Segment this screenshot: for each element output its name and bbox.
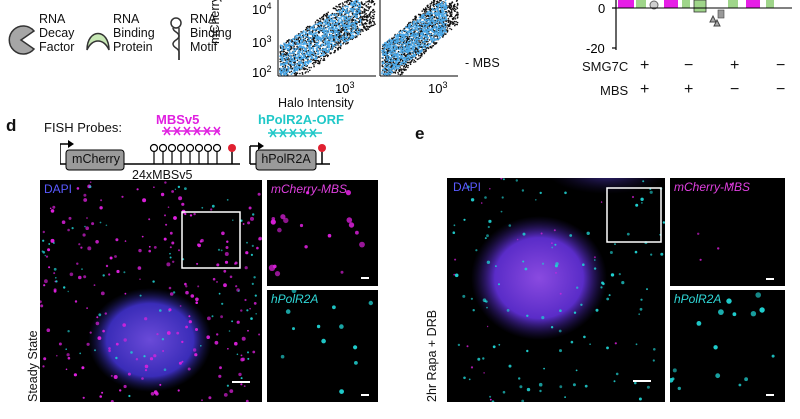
scale-bar-e — [633, 380, 651, 382]
scatter-ylabel: mCherry — [208, 0, 222, 44]
panel-e-side-label: 2hr Rapa + DRB — [425, 309, 439, 402]
gene-mcherry-label: mCherry — [72, 152, 120, 166]
scatter-ytick-1e4: 104 — [252, 1, 271, 17]
point-3 — [717, 9, 725, 19]
scatter-left-plot — [279, 0, 376, 76]
bar-5 — [693, 0, 707, 13]
polya-signal-2 — [318, 144, 326, 152]
bar-2 — [636, 0, 646, 8]
panel-e-inset-top-label: mCherry-MBS — [674, 180, 751, 194]
scatter-condition: - MBS — [465, 56, 500, 70]
panel-e-inset-bottom-label: hPolR2A — [674, 292, 722, 306]
scatter-xtick-left: 103 — [335, 80, 354, 96]
construct-diagram — [60, 126, 330, 171]
legend: RNA Decay Factor RNA Binding Protein RNA Bind… — [0, 0, 240, 85]
point-1 — [649, 0, 659, 10]
panel-d-inset-bottom-label: hPolR2A — [271, 292, 319, 306]
point-2 — [709, 14, 717, 23]
bar-3 — [664, 0, 678, 8]
scatter-xlabel: Halo Intensity — [278, 96, 354, 110]
legend-decay: RNA Decay Factor — [39, 12, 75, 54]
panel-d-inset-top-label: mCherry-MBS — [271, 182, 348, 196]
probe-polr2a-label: hPolR2A-ORF — [258, 112, 344, 127]
scatter-right-plot — [381, 0, 459, 76]
panel-e-inset-bottom: hPolR2A — [670, 290, 785, 402]
row-label-smg7c: SMG7C — [582, 59, 629, 74]
point-4 — [713, 18, 721, 27]
panel-d-side-label: Steady State — [26, 330, 40, 402]
scatter-ytick-1e2: 102 — [252, 64, 271, 80]
scatter-panels: 104 103 102 103 103 — [252, 0, 459, 96]
row-smg7c-values: + − + − — [640, 57, 786, 74]
bar-chart: 0 -20 — [586, 0, 792, 56]
legend-binding-protein: RNA Binding Protein — [113, 12, 155, 54]
panel-e-main-image: DAPI — [447, 178, 665, 402]
stemloop-marks — [149, 143, 222, 164]
array-label: 24xMBSv5 — [132, 168, 193, 182]
panel-d-main-image: DAPI — [40, 180, 262, 402]
zoom-box-e — [606, 187, 662, 243]
row-label-mbs: MBS — [600, 83, 629, 98]
panel-d-inset-top: mCherry-MBS — [267, 180, 378, 286]
fish-probes-label: FISH Probes: — [44, 120, 123, 135]
bar-7 — [746, 0, 760, 8]
bar-1 — [618, 0, 634, 8]
scatter-xtick-right: 103 — [428, 80, 447, 96]
binding-protein-icon — [86, 32, 110, 51]
gene-polr2a-label: hPolR2A — [261, 152, 311, 166]
bar-ytick-neg20: -20 — [586, 41, 605, 56]
probe-mbs-label: MBSv5 — [156, 112, 200, 127]
scatter-ytick-1e3: 103 — [252, 34, 271, 50]
row-mbs-values: + + − − — [640, 81, 786, 98]
scale-bar-d — [232, 381, 250, 383]
panel-d-inset-bottom: hPolR2A — [267, 290, 378, 402]
binding-motif-icon — [170, 17, 182, 60]
zoom-box-d — [181, 211, 241, 269]
decay-factor-icon — [8, 25, 36, 55]
panel-d-dapi-label: DAPI — [44, 182, 73, 196]
bar-4 — [682, 0, 690, 8]
polya-signal-1 — [228, 144, 236, 152]
panel-e-letter: e — [415, 124, 425, 143]
bar-6 — [728, 0, 738, 8]
panel-d-letter: d — [6, 116, 17, 135]
bar-ytick-0: 0 — [598, 1, 605, 16]
bar-8 — [766, 0, 774, 8]
panel-e-inset-top: mCherry-MBS — [670, 178, 785, 286]
panel-e-dapi-label: DAPI — [453, 180, 482, 194]
legend-binding-motif: RNA Binding Motif — [190, 12, 232, 54]
